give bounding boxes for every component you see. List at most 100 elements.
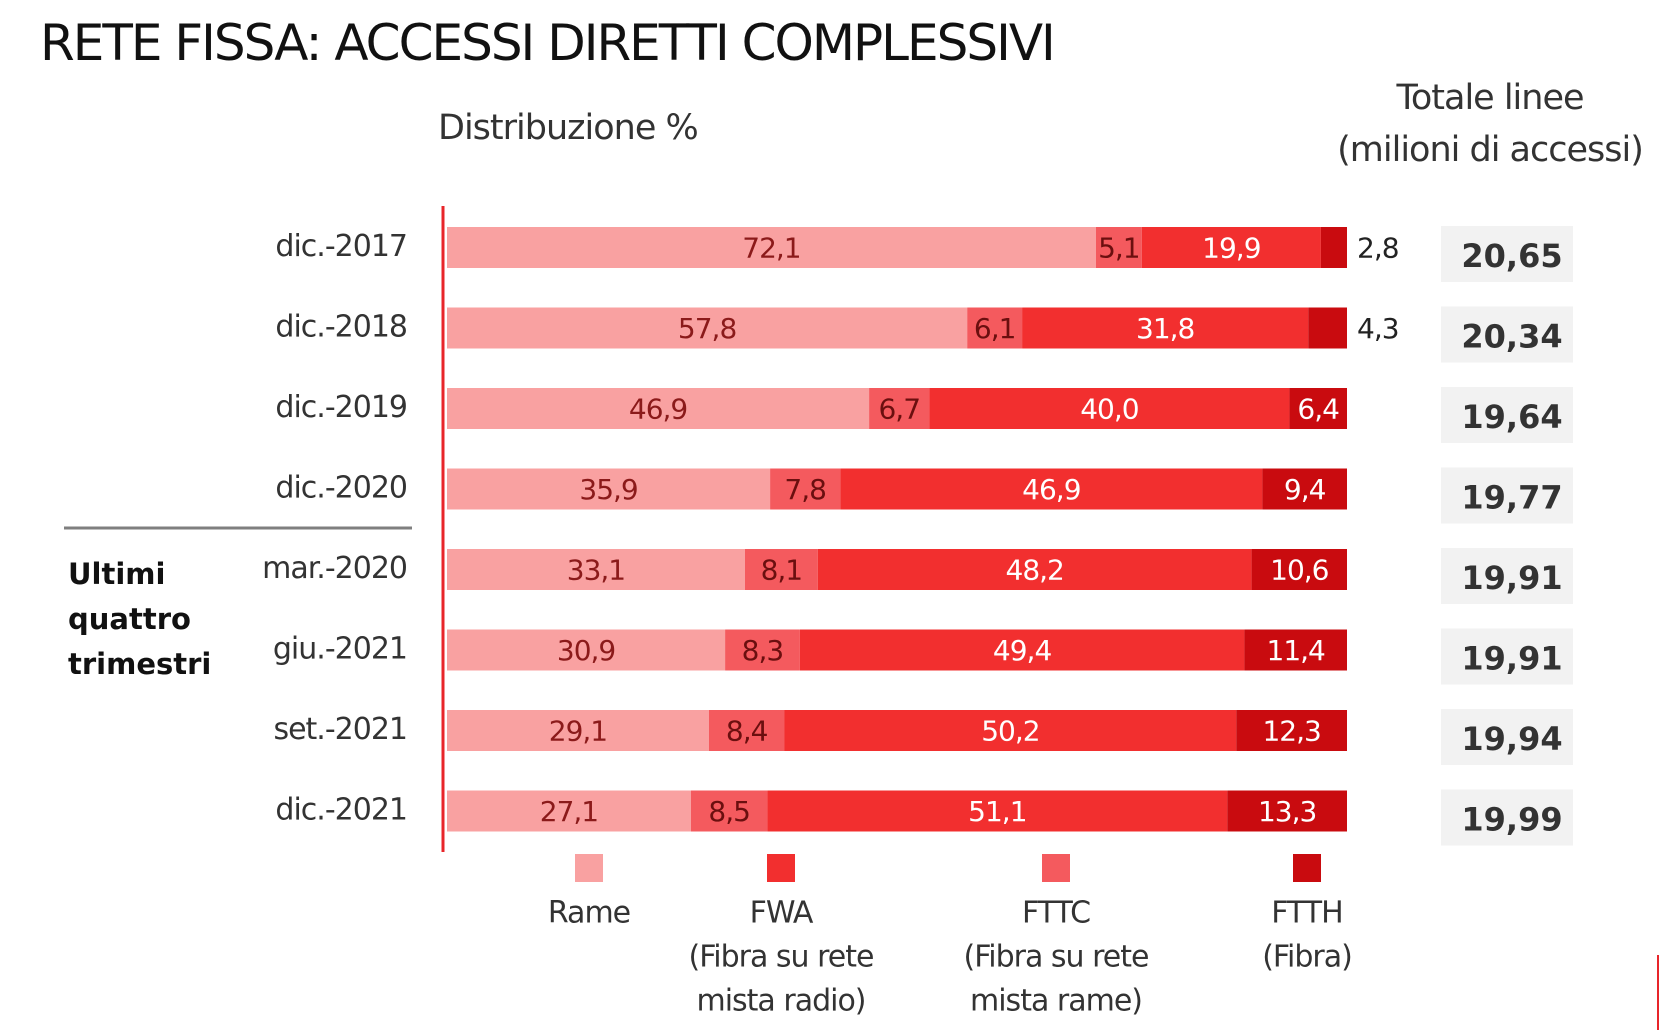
bar-segment — [1262, 468, 1347, 510]
total-box — [1441, 226, 1573, 282]
data-label: 6,4 — [1297, 393, 1339, 426]
data-label: 8,1 — [761, 554, 803, 587]
data-label: 8,5 — [708, 795, 750, 828]
bar-segment — [767, 790, 1228, 832]
category-label: set.-2021 — [273, 712, 407, 747]
data-label: 4,3 — [1357, 312, 1399, 345]
data-label: 5,1 — [1098, 232, 1140, 265]
bar-segment — [744, 549, 818, 590]
bar-segment — [447, 468, 771, 510]
bar-segment — [799, 629, 1245, 671]
data-label: 72,1 — [742, 232, 800, 265]
total-box — [1441, 306, 1573, 363]
bar-segment — [1022, 307, 1309, 349]
total-value: 20,34 — [1461, 318, 1562, 356]
data-label: 48,2 — [1006, 554, 1064, 587]
bar-segment — [725, 629, 800, 671]
data-label: 11,4 — [1267, 634, 1326, 667]
totals-header-line1: Totale linee — [1396, 78, 1584, 118]
data-label: 29,1 — [549, 715, 607, 748]
legend-label: mista rame) — [970, 984, 1142, 1019]
data-label: 31,8 — [1136, 312, 1194, 345]
legend-label: FTTH — [1271, 896, 1342, 931]
data-label: 8,3 — [742, 634, 784, 667]
bar-segment — [840, 468, 1263, 510]
legend-label: mista radio) — [696, 984, 865, 1019]
data-label: 9,4 — [1284, 473, 1326, 506]
bar-segment — [447, 388, 870, 429]
total-box — [1441, 709, 1573, 765]
data-label: 40,0 — [1080, 393, 1138, 426]
page-title: RETE FISSA: ACCESSI DIRETTI COMPLESSIVI — [40, 14, 1056, 72]
bar-segment — [1308, 307, 1347, 349]
category-label: dic.-2020 — [275, 471, 407, 506]
group-label: Ultimi quattro trimestri — [68, 552, 211, 687]
total-box — [1441, 548, 1573, 604]
data-label: 35,9 — [579, 473, 637, 506]
data-label: 27,1 — [540, 795, 598, 828]
bar-segment — [447, 710, 709, 751]
bar-segment — [1095, 227, 1142, 268]
bar-segment — [770, 468, 841, 510]
group-label-line1: Ultimi — [68, 557, 166, 591]
total-value: 19,91 — [1461, 640, 1562, 678]
bar-segment — [1320, 227, 1347, 268]
category-label: dic.-2017 — [275, 229, 407, 264]
total-value: 20,65 — [1461, 237, 1562, 275]
data-label: 49,4 — [993, 634, 1052, 667]
total-value: 19,64 — [1461, 398, 1562, 436]
bar-segment — [817, 549, 1252, 590]
bar-segment — [1236, 710, 1347, 751]
legend-swatch — [575, 854, 603, 882]
category-label: mar.-2020 — [262, 551, 407, 586]
legend-label: (Fibra su rete — [689, 940, 874, 975]
total-box — [1441, 387, 1573, 443]
data-label: 10,6 — [1270, 554, 1329, 587]
bar-segment — [1141, 227, 1321, 268]
total-value: 19,94 — [1461, 720, 1562, 758]
legend-label: (Fibra su rete — [964, 940, 1149, 975]
data-label: 7,8 — [784, 473, 826, 506]
group-label-line2: quattro — [68, 602, 191, 636]
bar-segment — [967, 307, 1023, 349]
data-label: 30,9 — [557, 634, 615, 667]
data-label: 8,4 — [726, 715, 768, 748]
bar-segment — [447, 790, 691, 832]
bar-segment — [447, 629, 726, 671]
bar-segment — [1244, 629, 1347, 671]
data-label: 51,1 — [968, 795, 1026, 828]
category-label: dic.-2018 — [275, 310, 407, 345]
data-label: 33,1 — [567, 554, 625, 587]
legend-label: (Fibra) — [1262, 940, 1352, 975]
data-label: 50,2 — [981, 715, 1039, 748]
bar-segment — [447, 549, 745, 590]
bar-segment — [447, 307, 968, 349]
total-box — [1441, 628, 1573, 685]
data-label: 2,8 — [1357, 232, 1399, 265]
data-label: 57,8 — [678, 312, 736, 345]
bar-segment — [447, 227, 1096, 268]
bar-segment — [784, 710, 1237, 751]
legend-label: FWA — [750, 896, 814, 931]
total-value: 19,91 — [1461, 559, 1562, 597]
total-box — [1441, 467, 1573, 524]
data-label: 6,1 — [974, 312, 1016, 345]
data-label: 46,9 — [629, 393, 687, 426]
total-value: 19,77 — [1461, 479, 1562, 517]
legend-swatch — [767, 854, 795, 882]
totals-header: Totale linee (milioni di accessi) — [1300, 72, 1666, 176]
category-label: dic.-2021 — [275, 793, 407, 828]
data-label: 12,3 — [1262, 715, 1320, 748]
bar-segment — [929, 388, 1290, 429]
bar-segment — [1227, 790, 1347, 832]
category-label: giu.-2021 — [273, 632, 407, 667]
total-value: 19,99 — [1461, 801, 1562, 839]
data-label: 13,3 — [1258, 795, 1316, 828]
bar-segment — [869, 388, 930, 429]
bar-segment — [708, 710, 785, 751]
legend-label: FTTC — [1022, 896, 1090, 931]
bar-segment — [690, 790, 768, 832]
group-label-line3: trimestri — [68, 647, 212, 681]
data-label: 19,9 — [1202, 232, 1260, 265]
